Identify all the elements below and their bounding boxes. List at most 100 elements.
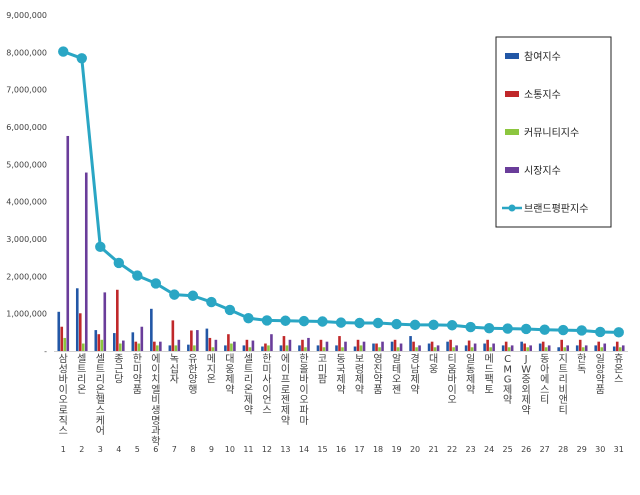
bar-3 xyxy=(507,347,511,351)
line-series xyxy=(58,46,624,338)
bar-1 xyxy=(538,343,542,351)
bar-1 xyxy=(205,328,209,351)
rank-label: 2 xyxy=(79,445,84,454)
bar-2 xyxy=(430,341,434,351)
rank-label: 30 xyxy=(595,445,605,454)
legend-label: 소통지수 xyxy=(524,89,561,101)
bar-3 xyxy=(452,347,455,351)
bar-3 xyxy=(156,345,159,351)
rank-label: 15 xyxy=(317,445,327,454)
line-point xyxy=(613,327,624,338)
line-point xyxy=(576,325,587,336)
bar-4 xyxy=(140,326,144,351)
line-point xyxy=(335,317,347,328)
bar-2 xyxy=(615,341,619,351)
legend-swatch-marker xyxy=(508,204,516,212)
line-point xyxy=(428,319,439,331)
rank-label: 21 xyxy=(428,445,438,454)
bar-4 xyxy=(603,343,607,351)
bar-1 xyxy=(75,288,79,351)
line-point xyxy=(520,323,532,335)
bar-3 xyxy=(359,345,363,351)
bar-3 xyxy=(526,347,529,351)
rank-label: 23 xyxy=(466,445,476,454)
line-point xyxy=(261,315,273,326)
y-tick-label: 1,000,000 xyxy=(6,310,47,319)
rank-label: 29 xyxy=(577,445,587,454)
bar-1 xyxy=(279,345,283,351)
bar-3 xyxy=(267,345,270,351)
bar-4 xyxy=(584,345,588,351)
bar-2 xyxy=(412,341,415,351)
bar-4 xyxy=(455,345,458,351)
bar-3 xyxy=(415,347,418,351)
line-point xyxy=(224,304,236,316)
bar-2 xyxy=(393,339,397,351)
line-point xyxy=(465,321,476,333)
bar-2 xyxy=(153,341,156,351)
line-point xyxy=(58,46,69,57)
bar-2 xyxy=(560,339,563,351)
bar-1 xyxy=(316,345,320,351)
y-tick-label: 5,000,000 xyxy=(6,160,47,169)
bar-2 xyxy=(338,336,341,351)
bar-1 xyxy=(335,345,338,351)
legend-label: 시장지수 xyxy=(524,165,561,177)
bar-3 xyxy=(322,347,326,351)
rank-label: 14 xyxy=(299,445,309,454)
rank-label: 25 xyxy=(503,445,513,454)
bar-1 xyxy=(187,344,190,351)
legend-swatch xyxy=(505,91,519,97)
bar-1 xyxy=(94,330,98,351)
legend-label: 커뮤니티지수 xyxy=(524,127,579,139)
bar-4 xyxy=(436,345,440,351)
line-point xyxy=(317,316,328,327)
bar-2 xyxy=(523,343,526,351)
bar-1 xyxy=(353,346,357,351)
rank-label: 12 xyxy=(262,445,272,454)
bar-2 xyxy=(319,339,323,351)
bar-1 xyxy=(612,346,616,351)
bar-1 xyxy=(464,345,468,351)
bar-1 xyxy=(261,346,264,351)
rank-label: 20 xyxy=(410,445,420,454)
bar-2 xyxy=(578,339,582,351)
bar-4 xyxy=(103,292,107,351)
bar-1 xyxy=(557,347,560,351)
bar-1 xyxy=(520,341,523,351)
bar-1 xyxy=(575,345,579,351)
bar-2 xyxy=(449,339,452,351)
bar-4 xyxy=(325,341,329,351)
bar-3 xyxy=(489,347,492,351)
bar-2 xyxy=(190,330,193,351)
bar-3 xyxy=(193,345,196,351)
y-tick-label: 2,000,000 xyxy=(6,272,47,281)
bar-1 xyxy=(242,345,246,351)
bar-3 xyxy=(341,347,344,351)
bar-3 xyxy=(378,347,381,351)
line-point xyxy=(169,289,180,300)
legend-swatch xyxy=(505,129,519,135)
bar-4 xyxy=(473,343,477,351)
bar-1 xyxy=(427,343,431,351)
y-tick-label: 4,000,000 xyxy=(6,198,47,207)
